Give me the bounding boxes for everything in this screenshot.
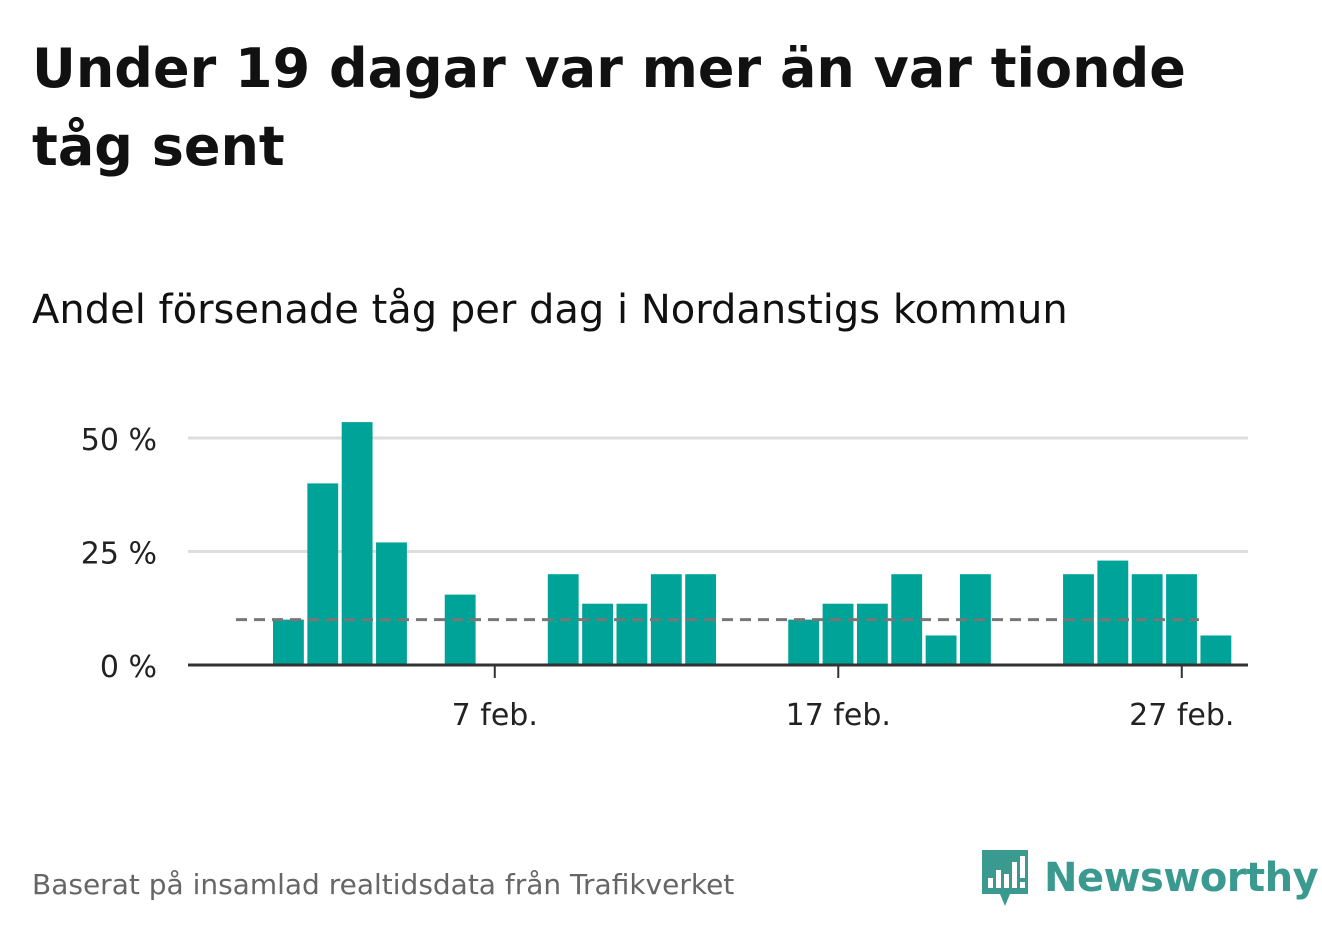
bar bbox=[1200, 635, 1232, 665]
bar bbox=[822, 603, 854, 665]
bar bbox=[582, 603, 613, 665]
x-tick-label: 7 feb. bbox=[452, 698, 538, 733]
y-tick-label: 25 % bbox=[81, 537, 157, 572]
bar bbox=[856, 603, 888, 665]
bar bbox=[376, 542, 407, 665]
y-tick-label: 50 % bbox=[81, 423, 157, 458]
bar bbox=[616, 603, 648, 665]
x-tick-label: 17 feb. bbox=[786, 698, 891, 733]
bars bbox=[273, 422, 1232, 665]
x-axis-labels: 7 feb. 17 feb. 27 feb. bbox=[452, 698, 1235, 733]
chart-title: Under 19 dagar var mer än var tionde tåg… bbox=[32, 37, 1186, 178]
chart-subtitle: Andel försenade tåg per dag i Nordanstig… bbox=[32, 287, 1068, 333]
brand-name: Newsworthy bbox=[1044, 855, 1319, 901]
bar bbox=[444, 594, 476, 665]
newsworthy-bars-icon bbox=[982, 850, 1028, 906]
bar bbox=[925, 635, 957, 665]
x-tick-label: 27 feb. bbox=[1129, 698, 1234, 733]
y-tick-label: 0 % bbox=[100, 650, 157, 685]
newsworthy-logo: Newsworthy bbox=[980, 848, 1319, 908]
bar bbox=[1097, 560, 1129, 665]
source-note: Baserat på insamlad realtidsdata från Tr… bbox=[32, 868, 735, 901]
bar bbox=[307, 483, 339, 665]
y-axis-labels: 0 % 25 % 50 % bbox=[81, 423, 157, 685]
x-axis bbox=[188, 663, 1248, 678]
bar bbox=[341, 422, 373, 665]
bar bbox=[273, 619, 304, 665]
bar bbox=[788, 619, 820, 665]
